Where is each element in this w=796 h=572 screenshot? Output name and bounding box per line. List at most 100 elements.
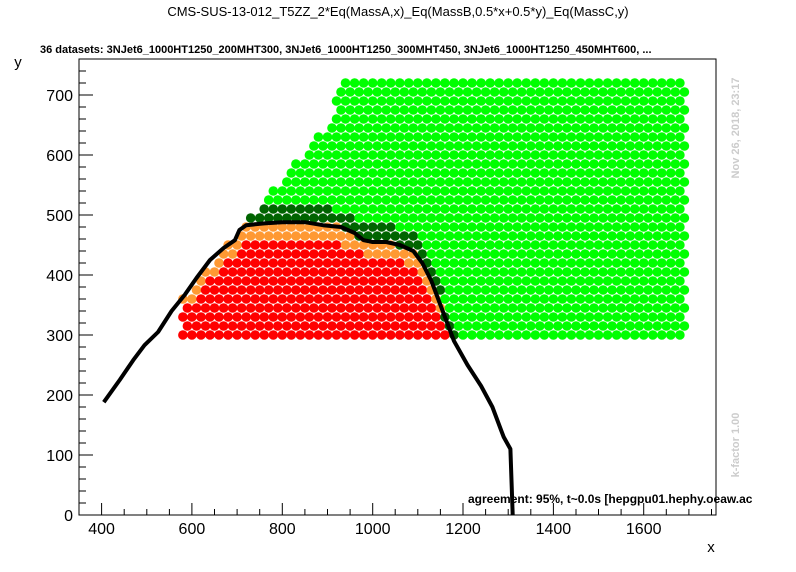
- data-point: [471, 195, 482, 205]
- data-point: [462, 87, 473, 97]
- data-point: [372, 177, 383, 187]
- data-point: [507, 213, 518, 223]
- data-point: [349, 240, 360, 250]
- data-point: [494, 276, 504, 286]
- data-point: [666, 312, 676, 322]
- data-point: [616, 141, 626, 151]
- data-point: [345, 267, 355, 277]
- data-point: [277, 294, 288, 304]
- data-point: [593, 78, 604, 88]
- data-point: [494, 96, 504, 106]
- data-point: [381, 321, 392, 331]
- data-point: [291, 231, 301, 241]
- data-point: [381, 159, 392, 169]
- data-point: [381, 303, 392, 313]
- data-point: [395, 150, 405, 160]
- data-point: [625, 141, 635, 151]
- data-point: [657, 258, 667, 268]
- data-point: [404, 186, 414, 196]
- data-point: [616, 321, 626, 331]
- data-point: [444, 285, 455, 295]
- data-point: [616, 105, 626, 115]
- data-point: [589, 123, 599, 133]
- data-point: [593, 330, 604, 340]
- data-point: [593, 276, 604, 286]
- data-point: [476, 222, 486, 232]
- data-point: [503, 312, 513, 322]
- data-point: [259, 312, 270, 322]
- data-point: [381, 177, 392, 187]
- data-point: [530, 294, 541, 304]
- data-point: [557, 294, 568, 304]
- data-point: [277, 258, 288, 268]
- data-point: [516, 177, 527, 187]
- data-point: [539, 168, 550, 178]
- data-point: [268, 294, 279, 304]
- data-point: [544, 303, 554, 313]
- y-tick-label: 500: [46, 208, 73, 225]
- data-point: [634, 249, 644, 259]
- data-point: [598, 249, 608, 259]
- data-point: [580, 141, 590, 151]
- data-point: [376, 312, 387, 322]
- data-point: [648, 96, 658, 106]
- data-point: [485, 276, 495, 286]
- data-point: [548, 186, 559, 196]
- data-point: [408, 213, 419, 223]
- data-point: [602, 132, 613, 142]
- data-point: [485, 204, 495, 214]
- data-point: [404, 114, 414, 124]
- data-point: [313, 312, 324, 322]
- data-point: [358, 78, 369, 88]
- data-point: [476, 168, 486, 178]
- data-point: [566, 312, 577, 322]
- data-point: [422, 96, 432, 106]
- data-point: [282, 249, 292, 259]
- data-point: [372, 105, 383, 115]
- data-point: [557, 258, 568, 268]
- data-point: [598, 231, 608, 241]
- data-point: [467, 186, 477, 196]
- data-point: [480, 105, 491, 115]
- data-point: [300, 159, 310, 169]
- data-point: [435, 231, 446, 241]
- data-point: [291, 321, 301, 331]
- data-point: [385, 312, 396, 322]
- data-point: [322, 330, 333, 340]
- data-point: [471, 105, 482, 115]
- data-point: [620, 312, 631, 322]
- data-point: [340, 204, 351, 214]
- data-point: [516, 159, 527, 169]
- data-point: [395, 312, 405, 322]
- data-point: [611, 276, 622, 286]
- data-point: [589, 87, 599, 97]
- data-point: [363, 195, 373, 205]
- data-point: [634, 105, 644, 115]
- data-point: [512, 330, 522, 340]
- data-point: [498, 105, 509, 115]
- data-point: [575, 96, 586, 106]
- data-point: [345, 285, 355, 295]
- data-point: [675, 96, 685, 106]
- data-point: [440, 222, 450, 232]
- data-point: [616, 249, 626, 259]
- data-point: [503, 258, 513, 268]
- data-point: [367, 150, 378, 160]
- data-point: [304, 168, 315, 178]
- data-point: [507, 177, 518, 187]
- data-point: [372, 321, 383, 331]
- data-point: [638, 78, 649, 88]
- data-point: [675, 114, 685, 124]
- k-factor-label: k-factor 1.00: [730, 413, 742, 478]
- data-point: [363, 87, 373, 97]
- data-point: [273, 231, 283, 241]
- data-point: [444, 123, 455, 133]
- data-point: [431, 240, 441, 250]
- data-point: [263, 195, 274, 205]
- data-point: [404, 258, 414, 268]
- data-point: [557, 150, 568, 160]
- data-point: [666, 276, 676, 286]
- data-point: [471, 303, 482, 313]
- data-point: [634, 303, 644, 313]
- data-point: [589, 249, 599, 259]
